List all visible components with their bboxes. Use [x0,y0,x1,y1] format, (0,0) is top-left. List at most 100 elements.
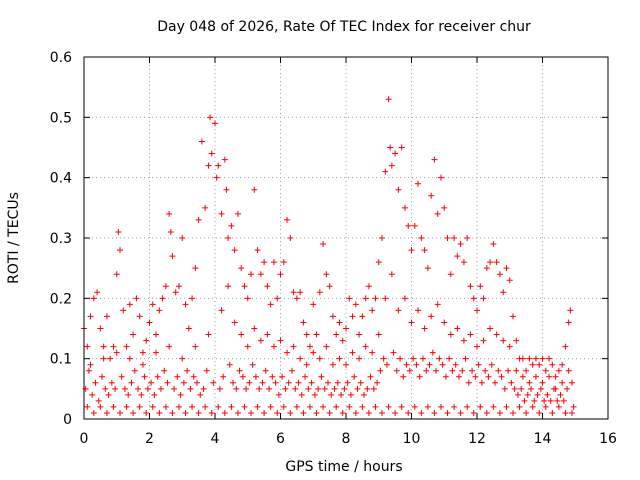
data-point [424,403,431,410]
data-point [532,373,539,380]
data-point [392,150,399,157]
data-point [216,385,223,392]
data-point [410,355,417,362]
data-point [452,361,459,368]
data-point [182,409,189,416]
y-tick-label: 0.2 [50,291,72,307]
data-point [187,385,194,392]
data-point [130,409,137,416]
data-point [343,325,349,332]
data-point [313,409,320,416]
data-point [192,343,199,350]
data-point [536,409,543,416]
data-point [375,331,382,338]
data-point [387,144,394,151]
data-point [511,385,518,392]
data-point [339,337,346,344]
data-point [297,355,304,362]
data-point [385,403,392,410]
data-point [131,367,138,374]
data-point [449,367,456,374]
data-point [539,355,546,362]
x-axis-label: GPS time / hours [285,459,402,475]
data-point [323,343,330,350]
data-point [514,391,521,398]
data-point [560,397,567,404]
data-point [333,331,340,338]
data-point [87,313,94,320]
data-point [277,337,284,344]
x-tick-label: 6 [276,431,285,447]
data-point [249,361,256,368]
data-point [423,367,430,374]
data-point [400,373,407,380]
data-point [513,337,520,344]
data-point [359,313,366,320]
data-point [372,403,379,410]
x-tick-label: 4 [211,431,220,447]
data-point [506,343,513,350]
data-point [510,409,517,416]
data-point [143,409,150,416]
data-point [482,367,489,374]
data-point [516,403,523,410]
data-point [464,403,471,410]
data-point [256,385,263,392]
data-point [500,289,507,296]
x-tick-label: 8 [342,431,351,447]
data-point [541,397,548,404]
data-point [338,391,345,398]
data-point [537,385,544,392]
data-point [406,367,413,374]
data-point [433,367,440,374]
data-point [552,373,559,380]
data-point [492,379,499,386]
data-point [193,379,200,386]
data-point [117,247,124,254]
data-point [434,210,441,217]
data-point [500,337,507,344]
data-point [210,379,217,386]
data-point [277,271,284,278]
data-point [351,373,358,380]
data-point [123,343,130,350]
data-point [375,259,382,266]
data-point [532,355,539,362]
data-point [336,355,343,362]
data-point [306,343,313,350]
data-point [288,367,295,374]
data-point [403,361,410,368]
data-point [451,235,458,241]
data-point [568,409,575,416]
data-point [493,259,500,266]
data-point [144,385,151,392]
data-point [419,355,426,362]
data-point [474,343,480,350]
data-point [506,277,513,284]
data-point [244,295,251,302]
data-point [162,283,169,290]
data-point [303,361,310,368]
data-point [547,397,554,404]
data-point [544,391,551,398]
data-point [141,373,148,380]
data-point [565,319,572,326]
data-point [161,367,168,374]
data-point [198,138,205,145]
data-point [364,385,371,392]
data-point [397,355,404,362]
data-point [347,391,354,398]
data-point [231,319,238,326]
data-point [251,186,258,193]
data-point [293,295,300,302]
data-point [329,361,336,368]
data-point [102,385,109,392]
data-point [315,385,322,392]
data-point [190,373,197,380]
data-point [555,403,562,410]
data-point [195,216,202,223]
data-point [225,283,232,290]
y-tick-label: 0.6 [50,50,72,66]
data-point [429,349,436,356]
data-point [231,247,238,254]
